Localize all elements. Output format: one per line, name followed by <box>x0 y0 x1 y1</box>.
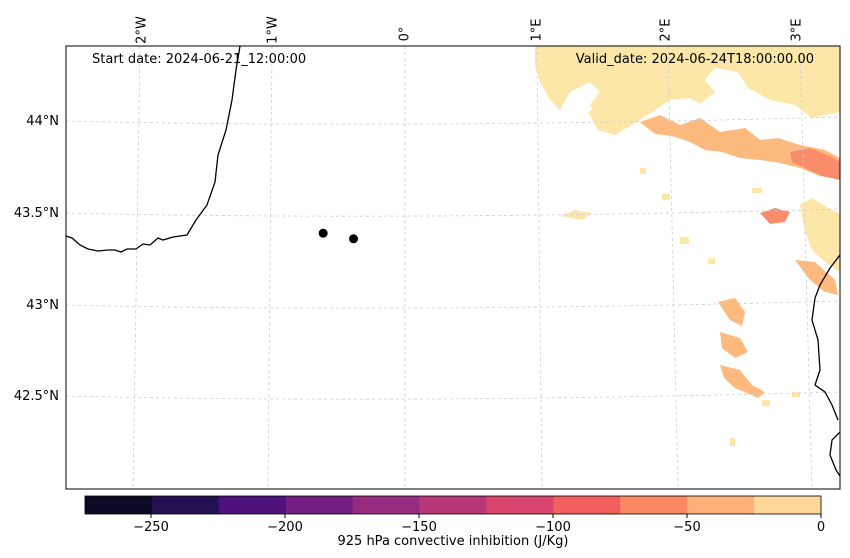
cin-field-speck-3 <box>640 168 646 174</box>
map-background <box>66 46 840 489</box>
colorbar-tick-label-6: 0 <box>816 520 826 535</box>
map-frame <box>65 45 841 490</box>
cin-field-cell-3 <box>718 298 745 326</box>
meridian-1w <box>267 46 273 489</box>
colorbar <box>84 495 822 518</box>
cin-field-light-east <box>800 198 840 272</box>
colorbar-segment-11 <box>754 496 822 514</box>
colorbar-tick-label-3: −150 <box>401 520 437 535</box>
station-markers <box>318 228 359 244</box>
colorbar-tick-label-2: −200 <box>267 520 303 535</box>
cin-field-cell-5 <box>560 210 592 220</box>
lat-label-44n: 44°N <box>26 114 59 129</box>
colorbar-frame <box>84 495 822 515</box>
colorbar-segment-10 <box>687 496 755 514</box>
colorbar-segment-5 <box>352 496 421 514</box>
cin-field-speck-6 <box>792 392 800 397</box>
map-area <box>66 46 840 489</box>
meridian-1e <box>536 46 543 489</box>
lat-label-43-5n: 43.5°N <box>13 206 59 221</box>
cin-field-speck-7 <box>730 438 735 446</box>
start-date-label: Start date: 2024-06-21_12:00:00 <box>92 52 307 67</box>
cin-field-speck-1 <box>680 237 689 244</box>
colorbar-tick-label-4: −100 <box>535 520 571 535</box>
lat-label-42-5n: 42.5°N <box>13 389 59 404</box>
coastline-mediterranean <box>811 254 840 421</box>
colorbar-segment-4 <box>285 496 354 514</box>
colorbar-tick-label-1: −250 <box>133 520 169 535</box>
colorbar-tick-marks <box>150 514 822 518</box>
colorbar-segment-2 <box>151 496 220 514</box>
lon-label-2e: 2°E <box>658 18 674 42</box>
meridian-2w <box>132 46 141 489</box>
colorbar-segment-8 <box>553 496 621 514</box>
colorbar-segment-6 <box>419 496 487 514</box>
colorbar-segments <box>85 496 822 514</box>
cin-field-cell-4 <box>720 332 748 358</box>
lon-label-2w: 2°W <box>134 16 150 44</box>
station-2-marker <box>349 234 359 244</box>
cin-field-speck-8 <box>762 400 770 406</box>
station-1-marker <box>318 228 328 238</box>
cin-field-speck-4 <box>662 194 670 200</box>
cin-field-cell-1 <box>760 208 790 224</box>
cin-field <box>535 46 840 446</box>
lat-label-43n: 43°N <box>26 298 59 313</box>
meridian-3e <box>799 46 813 489</box>
cin-field-speck-2 <box>708 258 715 264</box>
valid-date-label: Valid_date: 2024-06-24T18:00:00.00 <box>575 52 814 67</box>
colorbar-segment-9 <box>620 496 688 514</box>
cin-field-speck-5 <box>752 188 762 193</box>
lon-label-3e: 3°E <box>789 18 805 42</box>
lon-label-1e: 1°E <box>529 18 545 42</box>
lon-label-0: 0° <box>397 26 413 42</box>
colorbar-tick-label-5: −50 <box>673 520 701 535</box>
colorbar-segment-7 <box>486 496 554 514</box>
colorbar-segment-1 <box>85 496 153 514</box>
coastlines <box>66 46 840 477</box>
cin-field-dark-patch <box>790 148 840 180</box>
cin-field-orange-band <box>640 115 840 178</box>
colorbar-label: 925 hPa convective inhibition (J/Kg) <box>337 534 569 549</box>
cin-field-light-patch <box>588 95 655 135</box>
lon-label-1w: 1°W <box>265 16 281 44</box>
cin-field-cell-6 <box>720 365 765 398</box>
coastline-biscay <box>66 46 241 253</box>
meridian-2e <box>667 46 679 489</box>
colorbar-segment-3 <box>218 496 287 514</box>
graticule <box>66 46 840 489</box>
coastline-south <box>829 431 840 477</box>
